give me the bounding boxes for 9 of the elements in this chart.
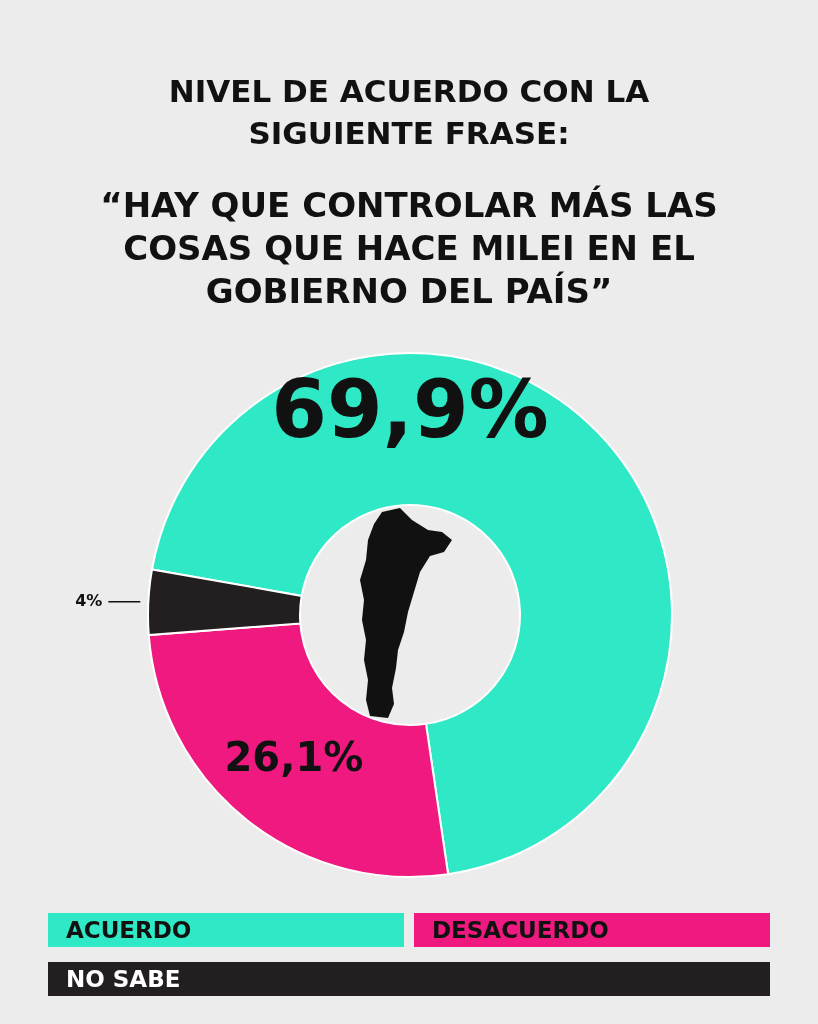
data-label: 4% [75,591,103,611]
legend-label: NO SABE [66,965,181,992]
data-label: 26,1% [224,734,364,781]
chart-title: NIVEL DE ACUERDO CON LA SIGUIENTE FRASE: [168,73,650,151]
chart-subtitle: “HAY QUE CONTROLAR MÁS LAS COSAS QUE HACE MILEI EN EL GOBIERNO DEL PAÍS” [100,185,718,311]
legend-label: DESACUERDO [432,916,609,943]
donut-slice [150,352,673,876]
legend-label: ACUERDO [66,916,192,943]
data-label: 69,9% [271,362,549,456]
